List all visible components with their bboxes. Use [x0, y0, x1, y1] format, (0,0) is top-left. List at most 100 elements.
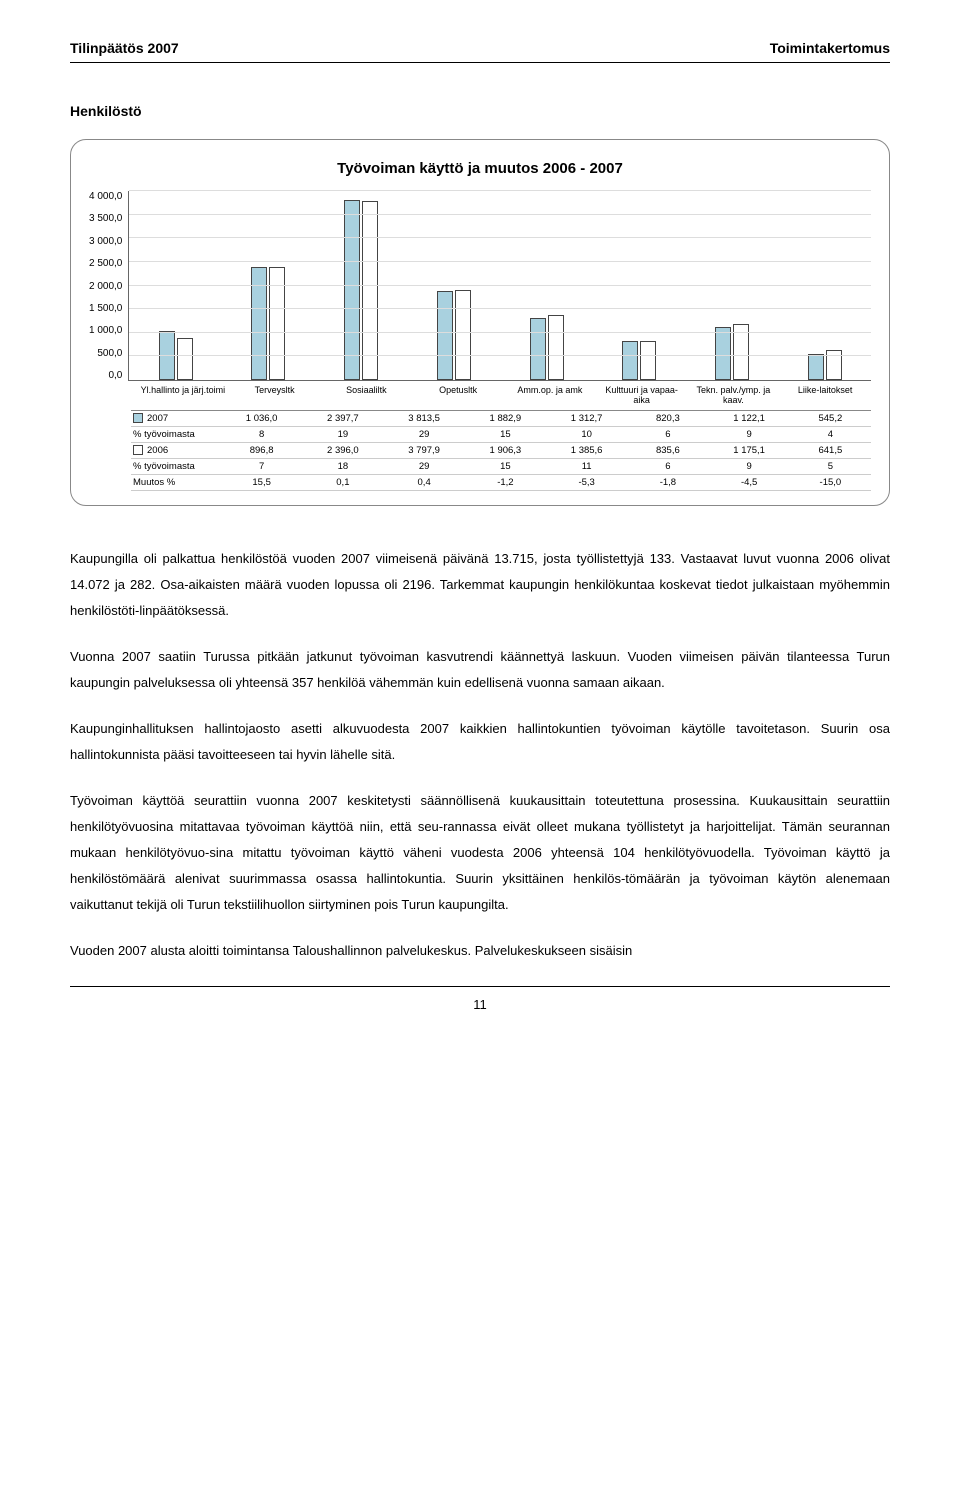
x-tick-label: Kulttuuri ja vapaa-aika: [596, 381, 688, 406]
table-cell: 15,5: [221, 477, 302, 488]
y-tick-label: 4 000,0: [89, 191, 122, 202]
table-cell: 0,4: [384, 477, 465, 488]
table-cell: 7: [221, 461, 302, 472]
table-cell: 0,1: [302, 477, 383, 488]
body-text: Kaupungilla oli palkattua henkilöstöä vu…: [70, 546, 890, 964]
table-cell: 545,2: [790, 413, 871, 424]
row-label: 2006: [131, 445, 221, 456]
table-cell: 5: [790, 461, 871, 472]
bar: [362, 201, 378, 380]
x-tick-label: Yl.hallinto ja järj.toimi: [137, 381, 229, 406]
chart-title: Työvoiman käyttö ja muutos 2006 - 2007: [89, 160, 871, 177]
table-cell: 2 396,0: [302, 445, 383, 456]
table-cell: 1 122,1: [709, 413, 790, 424]
table-cell: -4,5: [709, 477, 790, 488]
x-tick-label: Sosiaaliltk: [321, 381, 413, 406]
table-cell: -5,3: [546, 477, 627, 488]
y-tick-label: 3 000,0: [89, 236, 122, 247]
y-tick-label: 3 500,0: [89, 213, 122, 224]
table-row: % työvoimasta718291511695: [131, 459, 871, 475]
x-tick-label: Liike-laitokset: [779, 381, 871, 406]
page-footer: 11: [70, 986, 890, 1012]
paragraph: Työvoiman käyttöä seurattiin vuonna 2007…: [70, 788, 890, 918]
table-cell: -1,2: [465, 477, 546, 488]
y-tick-label: 2 500,0: [89, 258, 122, 269]
row-label-text: 2006: [147, 445, 168, 456]
table-row: Muutos %15,50,10,4-1,2-5,3-1,8-4,5-15,0: [131, 475, 871, 491]
row-label: % työvoimasta: [131, 461, 221, 472]
chart-data-table: 20071 036,02 397,73 813,51 882,91 312,78…: [131, 410, 871, 491]
row-label-text: % työvoimasta: [133, 429, 195, 440]
bar: [437, 291, 453, 380]
bar: [826, 350, 842, 380]
x-tick-label: Amm.op. ja amk: [504, 381, 596, 406]
table-cell: 15: [465, 461, 546, 472]
chart-y-axis: 4 000,0 3 500,0 3 000,0 2 500,0 2 000,0 1 500…: [89, 191, 128, 381]
bar: [622, 341, 638, 380]
bar-group: [593, 191, 686, 380]
x-tick-label: Terveysltk: [229, 381, 321, 406]
table-cell: 4: [790, 429, 871, 440]
table-cell: 10: [546, 429, 627, 440]
table-cell: 9: [709, 429, 790, 440]
row-label: Muutos %: [131, 477, 221, 488]
legend-swatch: [133, 445, 143, 455]
chart-plot: [128, 191, 871, 381]
header-right: Toimintakertomus: [770, 40, 890, 56]
row-label-text: 2007: [147, 413, 168, 424]
page-number: 11: [473, 997, 487, 1012]
table-cell: 6: [627, 461, 708, 472]
paragraph: Vuonna 2007 saatiin Turussa pitkään jatk…: [70, 644, 890, 696]
table-cell: 641,5: [790, 445, 871, 456]
bar-group: [129, 191, 222, 380]
section-title: Henkilöstö: [70, 103, 890, 119]
workforce-chart: Työvoiman käyttö ja muutos 2006 - 2007 4…: [70, 139, 890, 506]
y-tick-label: 2 000,0: [89, 281, 122, 292]
table-cell: 18: [302, 461, 383, 472]
y-tick-label: 1 500,0: [89, 303, 122, 314]
bar: [808, 354, 824, 380]
row-label: % työvoimasta: [131, 429, 221, 440]
bar: [715, 327, 731, 380]
bar-group: [778, 191, 871, 380]
table-row: % työvoimasta819291510694: [131, 427, 871, 443]
y-tick-label: 1 000,0: [89, 325, 122, 336]
chart-x-labels: Yl.hallinto ja järj.toimiTerveysltkSosia…: [137, 381, 871, 406]
bar: [455, 290, 471, 380]
chart-bars: [129, 191, 871, 380]
y-tick-label: 0,0: [108, 370, 122, 381]
table-cell: 29: [384, 461, 465, 472]
table-cell: 1 882,9: [465, 413, 546, 424]
legend-swatch: [133, 413, 143, 423]
table-row: 2006896,82 396,03 797,91 906,31 385,6835…: [131, 443, 871, 459]
table-cell: 15: [465, 429, 546, 440]
paragraph: Kaupungilla oli palkattua henkilöstöä vu…: [70, 546, 890, 624]
bar-group: [222, 191, 315, 380]
table-cell: 820,3: [627, 413, 708, 424]
table-cell: 11: [546, 461, 627, 472]
table-cell: 3 813,5: [384, 413, 465, 424]
table-row: 20071 036,02 397,73 813,51 882,91 312,78…: [131, 411, 871, 427]
table-cell: 2 397,7: [302, 413, 383, 424]
table-cell: 1 175,1: [709, 445, 790, 456]
table-cell: 3 797,9: [384, 445, 465, 456]
table-cell: 19: [302, 429, 383, 440]
row-label-text: Muutos %: [133, 477, 175, 488]
table-cell: 896,8: [221, 445, 302, 456]
bar-group: [686, 191, 779, 380]
paragraph: Vuoden 2007 alusta aloitti toimintansa T…: [70, 938, 890, 964]
table-cell: -1,8: [627, 477, 708, 488]
bar-group: [500, 191, 593, 380]
bar-group: [315, 191, 408, 380]
chart-plot-area: 4 000,0 3 500,0 3 000,0 2 500,0 2 000,0 1 500…: [89, 191, 871, 381]
x-tick-label: Opetusltk: [412, 381, 504, 406]
table-cell: 1 906,3: [465, 445, 546, 456]
bar: [548, 315, 564, 380]
table-cell: 835,6: [627, 445, 708, 456]
paragraph: Kaupunginhallituksen hallintojaosto aset…: [70, 716, 890, 768]
bar: [530, 318, 546, 380]
header-left: Tilinpäätös 2007: [70, 40, 179, 56]
table-cell: 1 312,7: [546, 413, 627, 424]
y-tick-label: 500,0: [97, 348, 122, 359]
bar-group: [407, 191, 500, 380]
